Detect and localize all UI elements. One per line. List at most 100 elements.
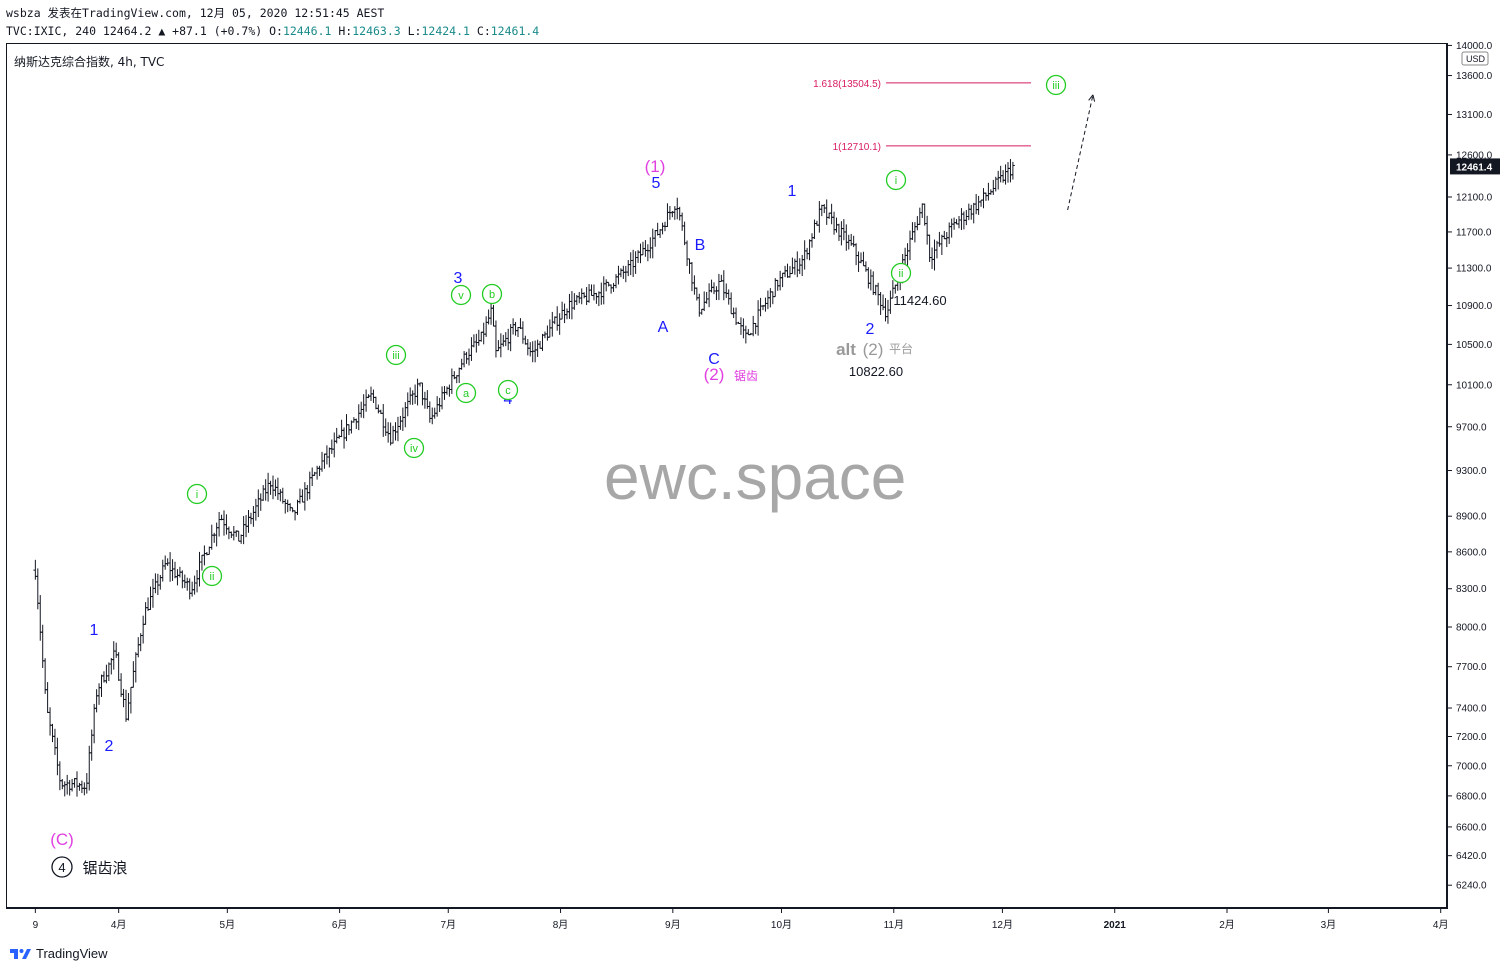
- price-tick-label: 13600.0: [1456, 71, 1493, 82]
- ohlc-line: TVC:IXIC, 240 12464.2 ▲ +87.1 (+0.7%) O:…: [6, 22, 539, 40]
- price-tick-label: 12100.0: [1456, 193, 1493, 204]
- wave-a-circle-label-circle: [455, 382, 477, 404]
- projection-arrow-line: [1067, 94, 1094, 211]
- time-tick-label: 2月: [1219, 919, 1235, 931]
- wave-b-label: B: [695, 237, 706, 254]
- tradingview-icon: [10, 948, 31, 959]
- chart-header: wsbza 发表在TradingView.com, 12月 05, 2020 1…: [6, 4, 539, 40]
- time-axis: 9 4月 5月 6月 7月 8月 9月 10月 11月 12月 2021 2月 3月 4月: [33, 908, 1449, 931]
- zigzag-wave-label: 锯齿浪: [82, 860, 127, 877]
- wave-4-circle: [51, 856, 73, 878]
- wave-2-label: 2: [105, 738, 114, 755]
- wave-b-circle-label: b: [489, 289, 495, 301]
- wave-i-label: i: [196, 489, 198, 501]
- watermark: ewc.space: [604, 441, 907, 513]
- alt-label: alt: [836, 340, 856, 359]
- wave-iv-label-circle: [403, 437, 425, 459]
- price-tick-label: 8000.0: [1456, 623, 1487, 634]
- wave-ii-label: ii: [210, 571, 215, 583]
- price-tick-label: 13100.0: [1456, 110, 1493, 121]
- wave-ii2-label-circle: [890, 262, 912, 284]
- time-tick-label: 4月: [1433, 919, 1449, 931]
- wave-2b-label: 2: [866, 321, 875, 338]
- price-tick-label: 10900.0: [1456, 301, 1493, 312]
- flat-label: 平台: [889, 341, 913, 356]
- low-label: L:: [407, 24, 422, 38]
- wave-circle-4-label: 4: [58, 860, 65, 875]
- fib-level-label: 1.618(13504.5): [813, 79, 881, 90]
- price-tick-label: 11700.0: [1456, 227, 1492, 238]
- wave-1b-label: 1: [788, 183, 797, 200]
- time-axis-border: [6, 908, 1448, 909]
- time-tick-label: 5月: [220, 919, 236, 931]
- time-tick-label: 10月: [771, 919, 792, 931]
- wave-ii2-label: ii: [899, 268, 904, 280]
- last-price-label: 12461.4: [1456, 162, 1493, 173]
- open-value: 12446.1: [282, 24, 332, 38]
- wave-i2-label: i: [895, 175, 897, 187]
- wave-c-label: C: [708, 351, 720, 368]
- time-tick-label: 6月: [332, 919, 348, 931]
- wave-paren-1-label: (1): [645, 157, 666, 176]
- fib-level-label: 1(12710.1): [833, 142, 881, 153]
- symbol-title: 纳斯达克综合指数, 4h, TVC: [14, 55, 165, 69]
- time-tick-label: 12月: [992, 919, 1013, 931]
- price-tick-label: 8600.0: [1456, 547, 1487, 558]
- wave-i-label-circle: [186, 483, 208, 505]
- price-tick-label: 10500.0: [1456, 340, 1493, 351]
- zigzag-label: 锯齿: [734, 368, 758, 383]
- price-axis-border: [1447, 43, 1448, 908]
- publisher-line: wsbza 发表在TradingView.com, 12月 05, 2020 1…: [6, 6, 385, 20]
- wave-ii-label-circle: [201, 565, 223, 587]
- price-tick-label: 14000.0: [1456, 41, 1493, 52]
- alt-paren-2-label: (2): [863, 340, 884, 359]
- time-tick-label: 4月: [111, 919, 127, 931]
- wave-a-label: A: [658, 319, 669, 336]
- price-tick-label: 11300.0: [1456, 264, 1492, 275]
- tradingview-logo[interactable]: TradingView: [8, 946, 108, 961]
- price-tick-label: 7200.0: [1456, 732, 1487, 743]
- price-tick-label: 6420.0: [1456, 851, 1487, 862]
- price-axis: 14000.0 13600.0 13100.0 12600.0 12100.0 11700…: [1447, 41, 1500, 892]
- last-price-tag: [1450, 158, 1500, 175]
- chart-pane[interactable]: [6, 43, 1447, 908]
- projection-arrow-head: [1088, 94, 1096, 102]
- price-tick-label: 6800.0: [1456, 791, 1487, 802]
- price-tick-label: 7000.0: [1456, 761, 1487, 772]
- high-value: 12463.3: [352, 24, 401, 38]
- high-label: H:: [338, 24, 353, 38]
- wave-5-label: 5: [652, 175, 661, 192]
- time-tick-label: 7月: [440, 919, 456, 931]
- time-tick-label: 9: [33, 920, 39, 931]
- tradingview-label: TradingView: [36, 946, 108, 961]
- close-label: C:: [476, 24, 491, 38]
- wave-iii2-label-circle: [1045, 74, 1067, 96]
- time-tick-label: 2021: [1104, 920, 1127, 931]
- wave-v-label: v: [458, 290, 464, 302]
- wave-i2-label-circle: [885, 169, 907, 191]
- currency-label: USD: [1466, 54, 1486, 64]
- price-tick-label: 6240.0: [1456, 881, 1487, 892]
- price-tick-label: 7400.0: [1456, 704, 1487, 715]
- wave-a-circle-label: a: [463, 388, 470, 400]
- wave-v-label-circle: [450, 284, 472, 306]
- price-tick-label: 9700.0: [1456, 422, 1487, 433]
- price-tick-label: 10100.0: [1456, 380, 1493, 391]
- wave-iii2-label: iii: [1052, 80, 1059, 92]
- annotations: 1.618(13504.5) 1(12710.1) 1 2 3 4 5 A B C 1 2 (1) (2)…: [50, 74, 1096, 878]
- wave-1-label: 1: [90, 622, 99, 639]
- price-tick-label: 8900.0: [1456, 512, 1487, 523]
- symbol-info: TVC:IXIC, 240 12464.2 ▲ +87.1 (+0.7%) O:: [6, 24, 283, 38]
- time-tick-label: 11月: [884, 919, 904, 931]
- wave-iv-label: iv: [410, 443, 418, 455]
- time-tick-label: 8月: [553, 919, 569, 931]
- wave-iii-label: iii: [392, 350, 399, 362]
- price-tick-label: 6600.0: [1456, 822, 1487, 833]
- wave-3-label: 3: [454, 270, 463, 287]
- wave-c-circle-label-circle: [497, 379, 519, 401]
- low-price-note: 10822.60: [849, 364, 903, 379]
- time-tick-label: 9月: [665, 919, 681, 931]
- wave-iii-label-circle: [385, 344, 407, 366]
- currency-box: [1461, 51, 1489, 66]
- low-price-note: 11424.60: [893, 293, 946, 308]
